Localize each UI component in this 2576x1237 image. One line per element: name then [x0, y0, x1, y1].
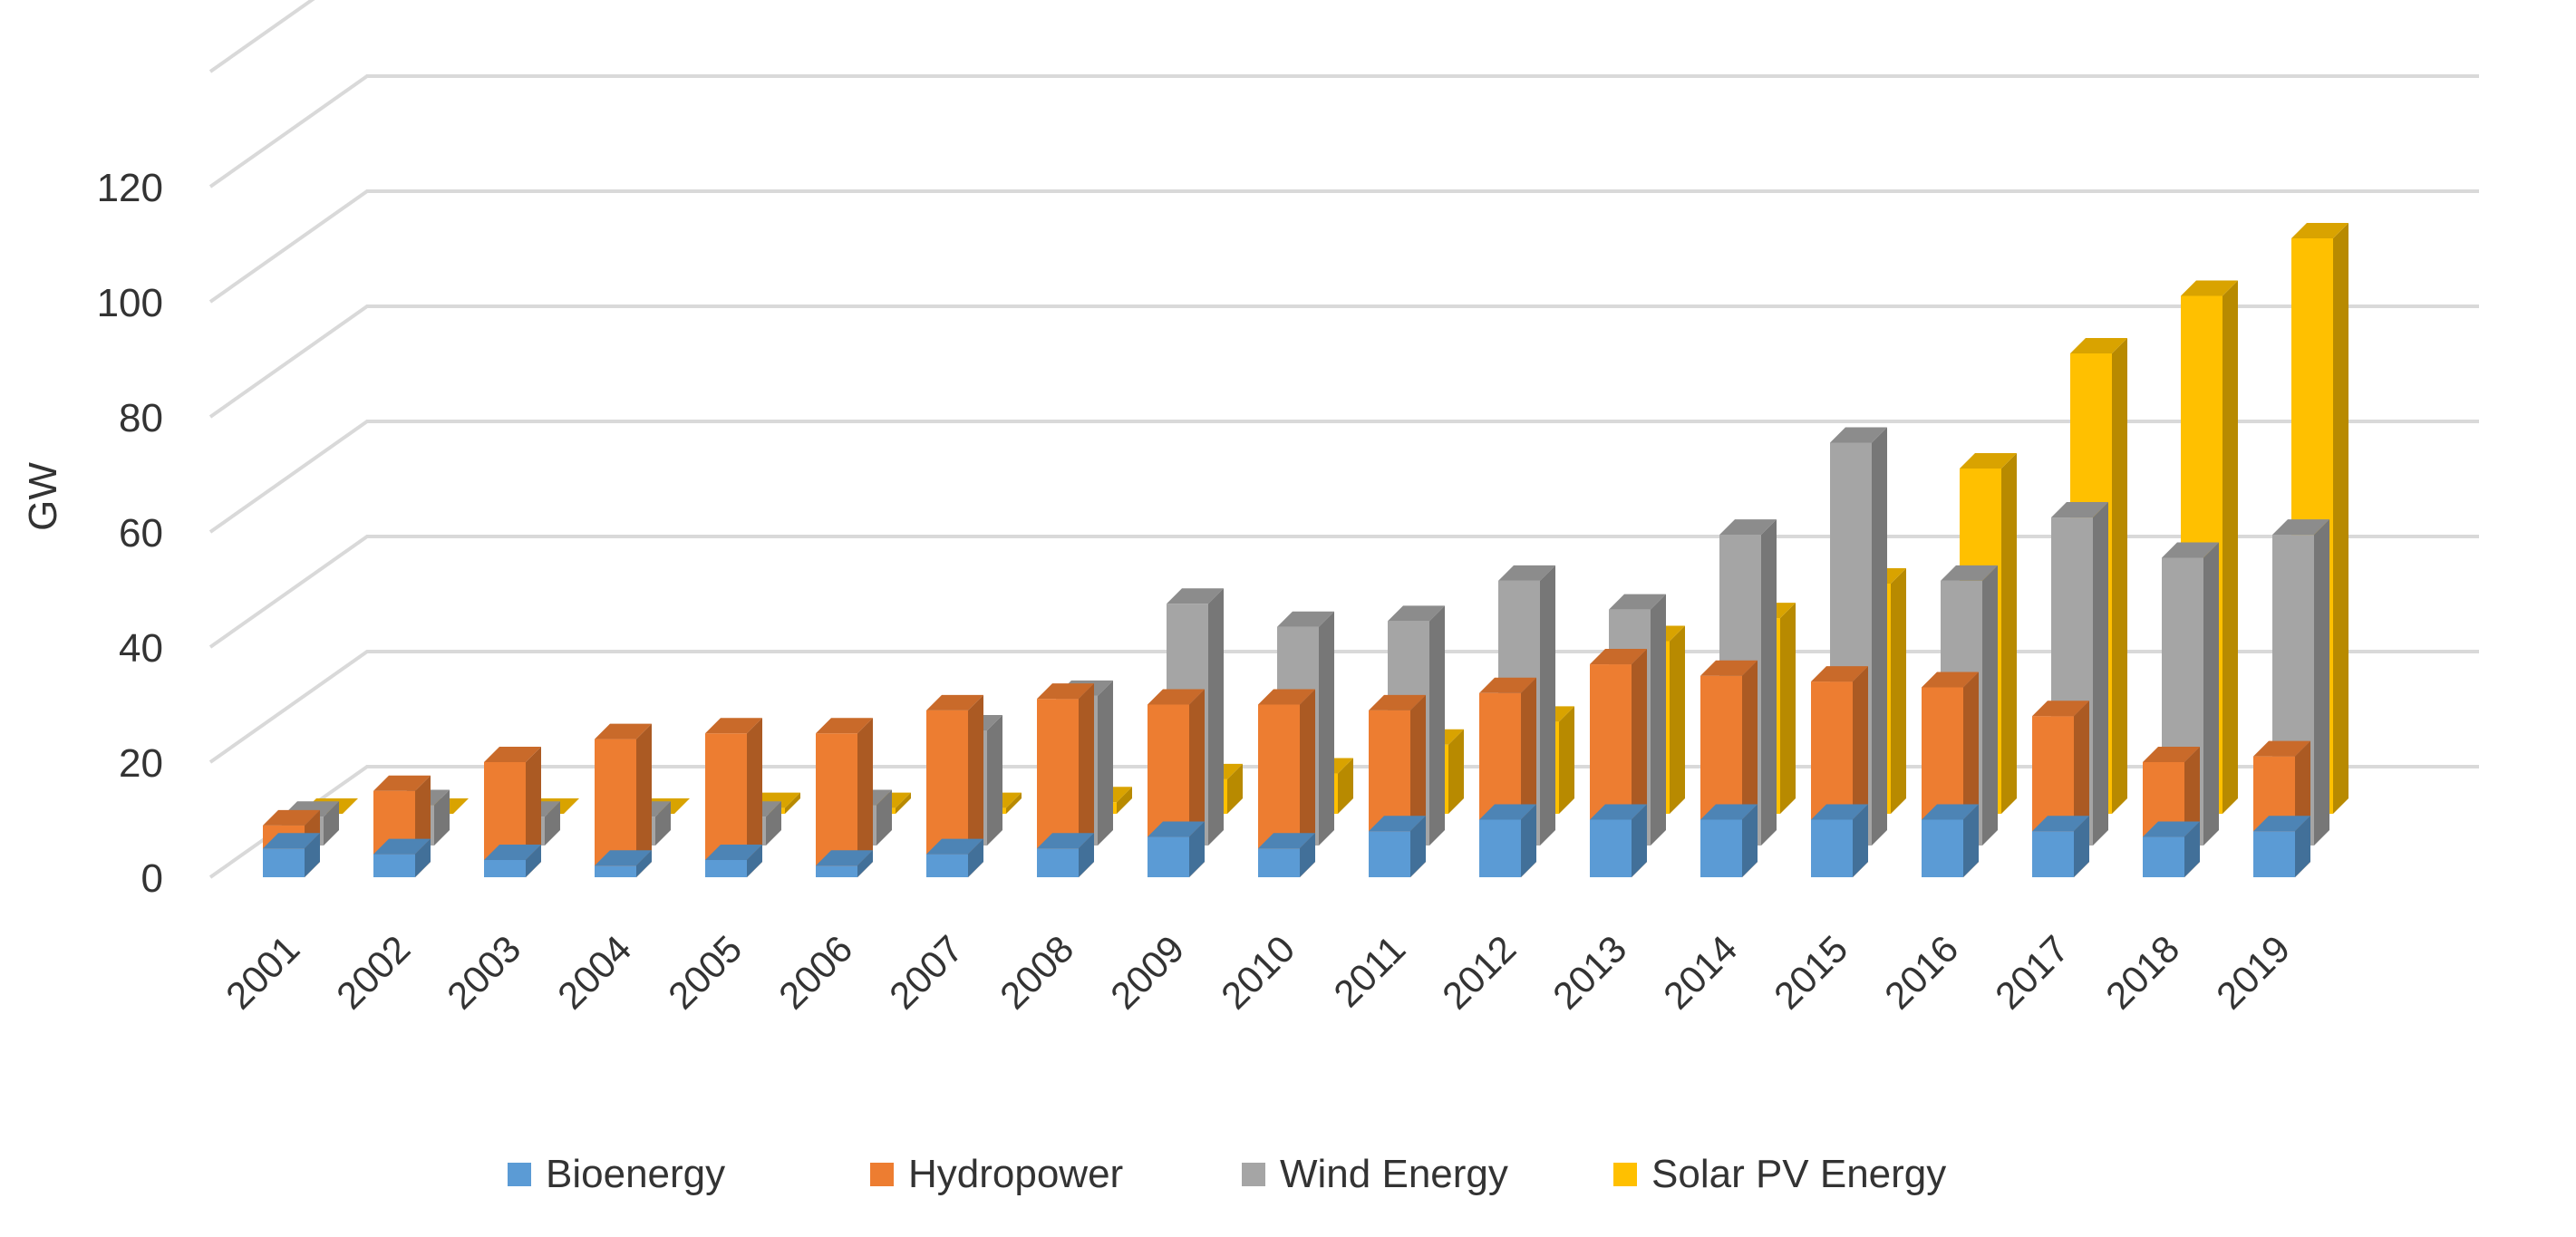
bar: [1922, 804, 1979, 877]
y-tick-labels: 0 20 40 60 80 100 120: [97, 166, 163, 901]
legend-swatch: [1242, 1163, 1265, 1186]
bar: [1700, 804, 1758, 877]
y-tick-label: 80: [119, 396, 163, 440]
bar: [263, 833, 320, 877]
x-tick-label: 2012: [1434, 927, 1524, 1017]
x-tick-label: 2016: [1876, 927, 1966, 1017]
x-tick-label: 2004: [549, 927, 639, 1017]
gridline: [208, 0, 315, 73]
x-tick-label: 2003: [439, 927, 528, 1017]
y-tick-label: 120: [97, 166, 163, 210]
gridline: [208, 420, 2479, 534]
x-tick-label: 2008: [992, 927, 1081, 1017]
legend: Bioenergy Hydropower Wind Energy Solar PV E…: [508, 1152, 1946, 1196]
x-tick-label: 2015: [1766, 927, 1855, 1017]
bar: [2032, 816, 2089, 877]
x-tick-label: 2005: [660, 927, 750, 1017]
gridline: [208, 650, 2479, 764]
x-tick-label: 2009: [1102, 927, 1192, 1017]
legend-item: Wind Energy: [1242, 1152, 1508, 1196]
bar: [484, 844, 541, 877]
x-tick-label: 2002: [328, 927, 418, 1017]
bar: [1479, 804, 1536, 877]
bar: [2253, 816, 2310, 877]
legend-swatch: [1613, 1163, 1637, 1186]
bar: [1037, 833, 1094, 877]
y-axis-title: GW: [21, 462, 65, 531]
bar: [1369, 816, 1426, 877]
x-tick-label: 2013: [1545, 927, 1634, 1017]
bar: [373, 838, 431, 877]
bar: [1590, 804, 1647, 877]
gridlines: [208, 0, 2479, 879]
bar: [926, 694, 983, 877]
legend-swatch: [870, 1163, 894, 1186]
bar: [705, 844, 762, 877]
legend-item: Bioenergy: [508, 1152, 725, 1196]
gridline: [208, 304, 2479, 419]
x-tick-label: 2011: [1325, 927, 1413, 1015]
bar: [1258, 833, 1315, 877]
gridline: [208, 189, 2479, 304]
legend-swatch: [508, 1163, 531, 1186]
x-tick-label: 2007: [881, 927, 971, 1017]
legend-item: Solar PV Energy: [1613, 1152, 1946, 1196]
y-tick-label: 0: [141, 856, 163, 901]
y-tick-label: 100: [97, 281, 163, 325]
x-tick-label: 2010: [1213, 927, 1303, 1017]
x-tick-label: 2001: [218, 927, 307, 1017]
x-tick-label: 2018: [2097, 927, 2187, 1017]
legend-label: Solar PV Energy: [1651, 1152, 1946, 1196]
bar: [816, 850, 873, 877]
x-tick-label: 2006: [770, 927, 860, 1017]
x-tick-label: 2017: [1987, 927, 2077, 1017]
bar: [1811, 804, 1868, 877]
gridline: [208, 535, 2479, 649]
legend-label: Wind Energy: [1280, 1152, 1508, 1196]
bar: [2143, 821, 2200, 877]
x-tick-labels: 2001 2002 2003 2004 2005 2006 2007 2008 2009 2010…: [218, 927, 2298, 1017]
y-tick-label: 40: [119, 626, 163, 671]
bar: [926, 838, 983, 877]
y-tick-label: 60: [119, 511, 163, 556]
gridline: [208, 74, 2479, 188]
bar: [1148, 821, 1205, 877]
legend-label: Bioenergy: [546, 1152, 725, 1196]
legend-label: Hydropower: [908, 1152, 1123, 1196]
legend-item: Hydropower: [870, 1152, 1123, 1196]
bars: [263, 223, 2348, 877]
bar: [595, 850, 652, 877]
y-tick-label: 20: [119, 741, 163, 786]
series-bioenergy: [263, 804, 2310, 877]
x-tick-label: 2014: [1655, 927, 1745, 1017]
x-tick-label: 2019: [2208, 927, 2298, 1017]
